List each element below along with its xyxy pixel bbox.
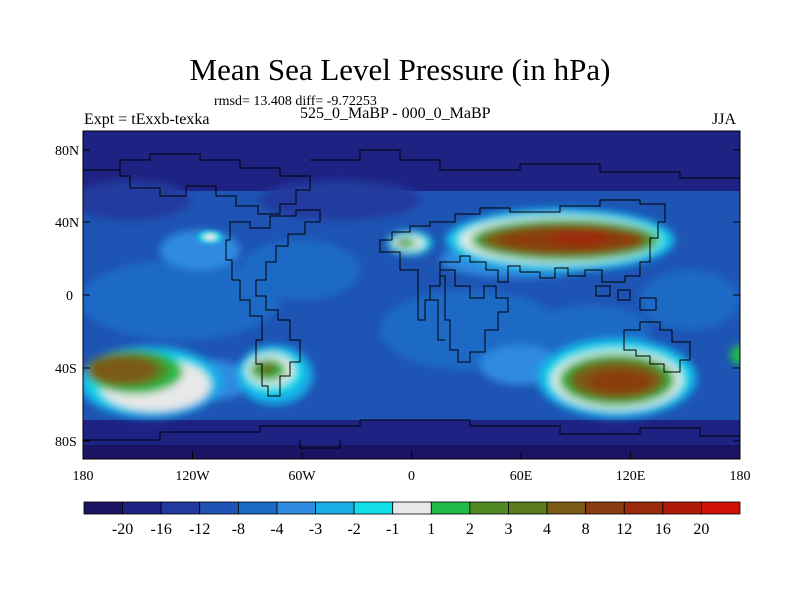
colorbar-label: -1 <box>386 521 399 538</box>
colorbar-swatch <box>392 501 432 515</box>
colorbar-label: 2 <box>466 521 474 538</box>
experiment-label: Expt = tExxb-texka <box>84 111 210 128</box>
lat-label: 80N <box>55 144 79 159</box>
lat-label: 0 <box>66 289 73 304</box>
colorbar-label: -12 <box>189 521 210 538</box>
lat-label: 40S <box>55 362 77 377</box>
colorbar-swatch <box>276 501 316 515</box>
coastline-outlines <box>83 149 740 449</box>
colorbar-swatch <box>237 501 278 515</box>
colorbar-label: -16 <box>151 521 172 538</box>
colorbar-label: -8 <box>232 521 245 538</box>
colorbar-label: 3 <box>504 521 512 538</box>
colorbar-swatch <box>701 501 741 515</box>
lat-label: 80S <box>55 435 77 450</box>
colorbar-swatch <box>623 501 664 515</box>
colorbar-swatch <box>662 501 702 515</box>
chart-title: Mean Sea Level Pressure (in hPa) <box>189 52 611 87</box>
colorbar-swatch <box>315 501 355 515</box>
colorbar-swatch <box>546 501 587 515</box>
colorbar-label: -3 <box>309 521 322 538</box>
lon-label: 120E <box>616 469 646 484</box>
colorbar-swatch <box>585 501 625 515</box>
colorbar-label: 1 <box>427 521 435 538</box>
colorbar-swatch <box>430 501 471 515</box>
stats-label: rmsd= 13.408 diff= -9.72253 <box>214 94 377 109</box>
lon-label: 180 <box>73 469 94 484</box>
colorbar-swatch <box>83 501 123 515</box>
season-label: JJA <box>712 111 737 128</box>
lon-label: 180 <box>730 469 751 484</box>
pressure-field <box>83 131 740 459</box>
lon-label: 0 <box>408 469 415 484</box>
colorbar-swatch <box>508 501 548 515</box>
colorbar-label: 4 <box>543 521 551 538</box>
period-diff-label: 525_0_MaBP - 000_0_MaBP <box>300 105 491 122</box>
lat-label: 40N <box>55 216 79 231</box>
colorbar-label: 8 <box>582 521 590 538</box>
lon-label: 60W <box>288 469 316 484</box>
colorbar-label: -2 <box>347 521 360 538</box>
colorbar-label: 16 <box>655 521 671 538</box>
lon-label: 120W <box>175 469 210 484</box>
colorbar: -20 -16 -12 -8 -4 -3 -2 -1 1 2 3 4 8 12 16 20 <box>83 501 741 538</box>
colorbar-swatch <box>353 501 394 515</box>
axis-ticks <box>82 149 741 459</box>
colorbar-swatch <box>122 501 162 515</box>
colorbar-label: 20 <box>693 521 709 538</box>
colorbar-swatch <box>199 501 239 515</box>
colorbar-label: 12 <box>616 521 632 538</box>
colorbar-label: -20 <box>112 521 133 538</box>
colorbar-swatch <box>160 501 201 515</box>
lon-label: 60E <box>510 469 533 484</box>
colorbar-label: -4 <box>270 521 283 538</box>
colorbar-swatch <box>469 501 509 515</box>
